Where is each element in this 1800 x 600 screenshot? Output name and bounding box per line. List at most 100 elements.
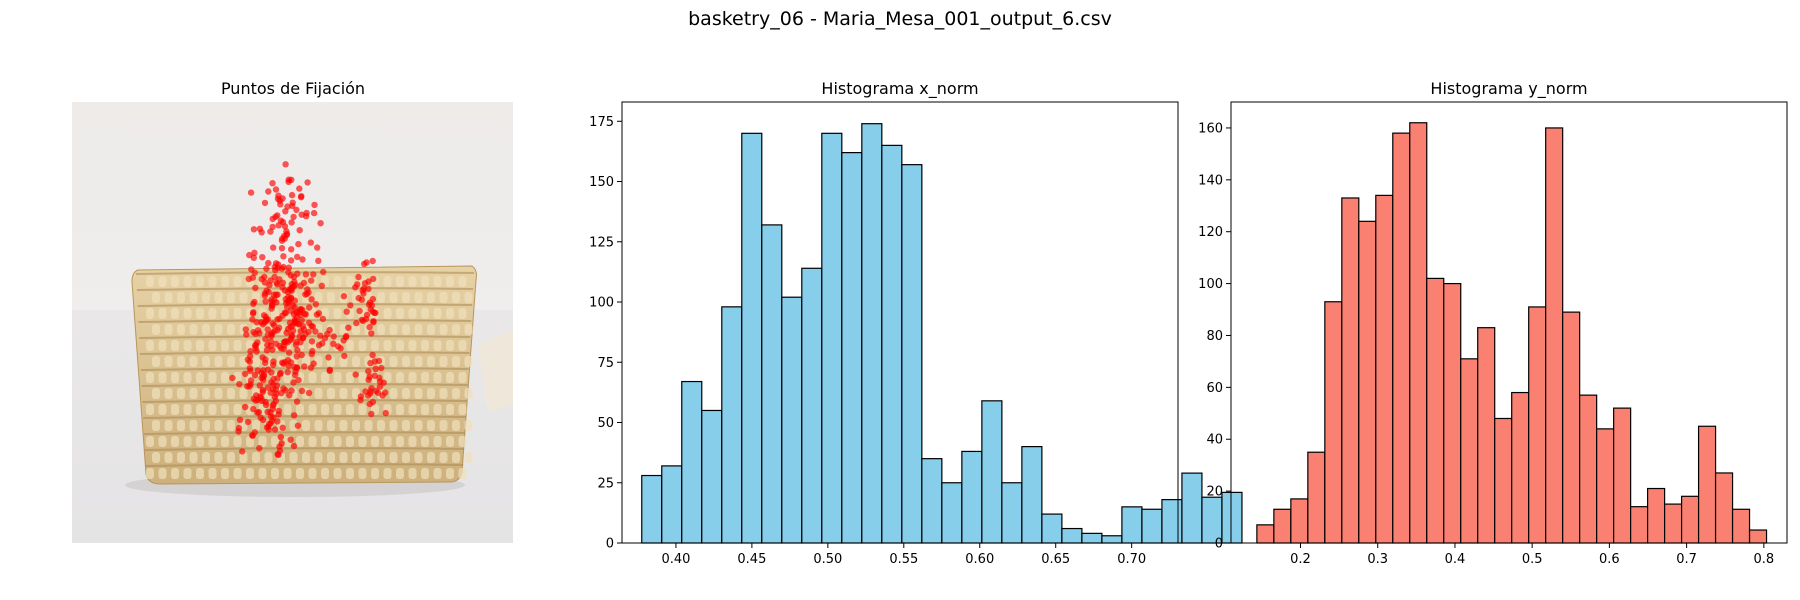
weave-strand <box>433 436 442 447</box>
x-tick-label: 0.60 <box>965 552 994 567</box>
fixation-point <box>229 374 236 382</box>
weave-strand <box>396 436 404 447</box>
fixation-point <box>288 246 295 253</box>
fixation-point <box>352 371 359 378</box>
weave-strand <box>358 404 367 415</box>
weave-strand <box>227 452 235 463</box>
y-tick-label: 125 <box>589 235 614 250</box>
fixation-point <box>270 361 277 369</box>
weave-strand <box>458 436 467 447</box>
histogram-bar <box>1714 472 1734 544</box>
weave-strand <box>208 276 217 287</box>
fixation-point <box>283 329 290 336</box>
fixation-point <box>276 443 283 450</box>
weave-row <box>143 415 466 419</box>
weave-strand <box>408 404 417 415</box>
fixation-point <box>258 397 266 405</box>
fixation-point <box>340 293 348 300</box>
weave-strand <box>208 308 217 319</box>
fixation-point <box>287 295 295 302</box>
fixation-point <box>312 301 320 308</box>
fixation-point <box>269 346 276 353</box>
weave-strand <box>333 276 342 287</box>
weave-strand <box>296 436 304 447</box>
fixation-point <box>365 285 372 293</box>
fixation-point <box>361 260 368 268</box>
fixation-point <box>264 316 271 323</box>
weave-strand <box>446 340 454 351</box>
histogram-bar <box>1731 508 1751 544</box>
figure-title: basketry_06 - Maria_Mesa_001_output_6.cs… <box>688 8 1112 30</box>
histogram-bar <box>1409 122 1428 544</box>
fixation-point <box>290 442 298 450</box>
weave-strand <box>246 468 254 479</box>
fixation-point <box>272 266 279 274</box>
weave-strand <box>308 468 317 479</box>
weave-strand <box>196 468 204 479</box>
fixation-point <box>288 335 295 342</box>
fixation-point <box>359 317 367 324</box>
weave-strand <box>339 452 348 463</box>
fixation-point <box>293 206 300 213</box>
fixation-point <box>265 259 272 267</box>
fixation-point <box>282 309 289 317</box>
fixation-point <box>305 389 313 397</box>
fixation-point <box>326 367 333 374</box>
histogram-bar <box>1613 407 1632 544</box>
y-tick-label: 80 <box>1206 329 1223 344</box>
weave-strand <box>383 340 392 351</box>
weave-strand <box>371 340 379 351</box>
histogram-bar <box>1358 220 1377 544</box>
weave-strand <box>202 452 210 463</box>
weave-strand <box>221 308 229 319</box>
fixation-point <box>280 253 287 260</box>
weave-strand <box>189 388 198 399</box>
fixation-point <box>295 376 302 384</box>
fixation-point <box>271 426 279 433</box>
fixation-image-panel: Puntos de Fijación <box>72 79 513 543</box>
weave-strand <box>308 404 317 415</box>
weave-strand <box>421 436 429 447</box>
fixation-point <box>353 319 360 327</box>
weave-strand <box>408 308 417 319</box>
fixation-point <box>308 277 315 284</box>
fixation-point <box>270 414 277 421</box>
fixation-point <box>356 307 363 315</box>
histogram-bar <box>641 474 663 544</box>
weave-strand <box>364 452 373 463</box>
x-tick-label: 0.65 <box>1041 552 1070 567</box>
y-tick-label: 0 <box>1215 537 1223 552</box>
weave-strand <box>146 340 154 351</box>
fixation-point <box>283 228 290 235</box>
weave-strand <box>183 372 192 383</box>
weave-strand <box>452 292 460 303</box>
weave-row <box>145 463 464 467</box>
fixation-point <box>273 279 280 286</box>
weave-strand <box>414 452 423 463</box>
weave-strand <box>446 308 454 319</box>
weave-strand <box>377 420 385 431</box>
histogram-bar <box>881 144 903 544</box>
fixation-point <box>271 327 278 335</box>
weave-strand <box>352 356 360 367</box>
weave-strand <box>152 356 160 367</box>
y-tick-label: 40 <box>1206 433 1223 448</box>
histogram-bar <box>1081 532 1103 544</box>
weave-strand <box>421 340 429 351</box>
fixation-point <box>243 331 250 338</box>
fixation-point <box>272 186 280 193</box>
weave-strand <box>164 452 173 463</box>
weave-strand <box>152 388 160 399</box>
fixation-point <box>246 365 253 372</box>
fixation-point <box>263 287 270 294</box>
histogram-bar <box>1697 425 1717 544</box>
fixation-point <box>289 327 297 334</box>
fixation-point <box>280 263 287 271</box>
histogram-bar <box>721 306 743 544</box>
fixation-point <box>375 357 383 365</box>
weave-strand <box>321 372 329 383</box>
fixation-point <box>270 244 277 251</box>
weave-strand <box>196 276 204 287</box>
weave-strand <box>446 436 454 447</box>
fixation-point <box>301 363 308 370</box>
